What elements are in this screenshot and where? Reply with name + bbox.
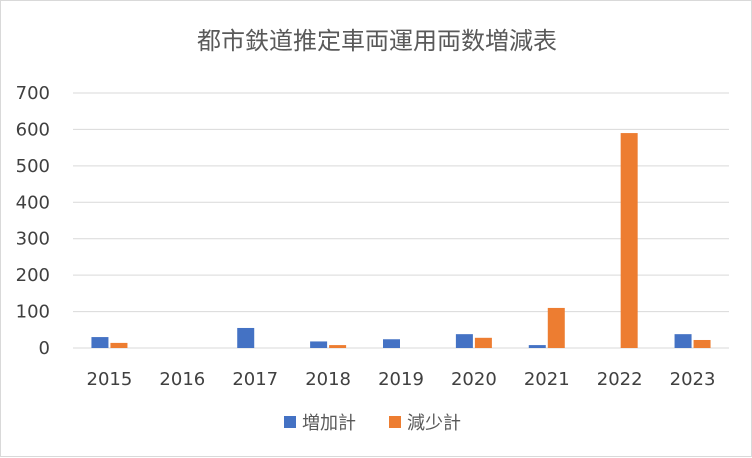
y-axis-ticks: 0 100 200 300 400 500 600 700: [16, 83, 50, 359]
y-tick-label-100: 100: [16, 302, 50, 323]
y-tick-label-600: 600: [16, 119, 50, 140]
bar-2015-series-2: [110, 342, 128, 348]
gridlines: [73, 92, 729, 349]
bar-2023-series-1: [674, 334, 692, 348]
x-tick-label-2020: 2020: [451, 369, 497, 390]
y-tick-label-700: 700: [16, 83, 50, 104]
y-tick-label-300: 300: [16, 229, 50, 250]
bar-2018-series-2: [329, 345, 347, 348]
bar-2020-series-2: [474, 337, 492, 348]
bar-2021-series-2: [547, 307, 565, 348]
legend-label-series-2: 減少計: [407, 413, 461, 434]
bar-2023-series-2: [693, 339, 711, 348]
legend-swatch-series-1: [284, 416, 296, 428]
x-tick-label-2016: 2016: [159, 369, 205, 390]
x-tick-label-2018: 2018: [305, 369, 351, 390]
bar-2021-series-1: [528, 345, 546, 348]
x-axis-ticks: 2015 2016 2017 2018 2019 2020 2021 2022 2023: [87, 369, 716, 390]
x-tick-label-2021: 2021: [524, 369, 570, 390]
y-tick-label-200: 200: [16, 265, 50, 286]
y-tick-label-400: 400: [16, 192, 50, 213]
x-tick-label-2023: 2023: [670, 369, 716, 390]
chart-title: 都市鉄道推定車両運用両数増減表: [197, 27, 557, 55]
legend-swatch-series-2: [389, 416, 401, 428]
bar-2020-series-1: [455, 334, 473, 348]
x-tick-label-2017: 2017: [232, 369, 278, 390]
legend-label-series-1: 増加計: [302, 413, 356, 434]
bar-2017-series-1: [237, 327, 255, 348]
x-tick-label-2019: 2019: [378, 369, 424, 390]
x-tick-label-2015: 2015: [87, 369, 133, 390]
bar-2015-series-1: [91, 337, 109, 348]
y-tick-label-500: 500: [16, 156, 50, 177]
y-tick-label-0: 0: [39, 338, 50, 359]
bar-2018-series-1: [310, 341, 328, 348]
bar-2022-series-2: [620, 133, 638, 348]
legend: 増加計 減少計: [284, 413, 461, 434]
x-tick-label-2022: 2022: [597, 369, 643, 390]
bars: [91, 133, 711, 348]
bar-2019-series-1: [383, 339, 400, 348]
